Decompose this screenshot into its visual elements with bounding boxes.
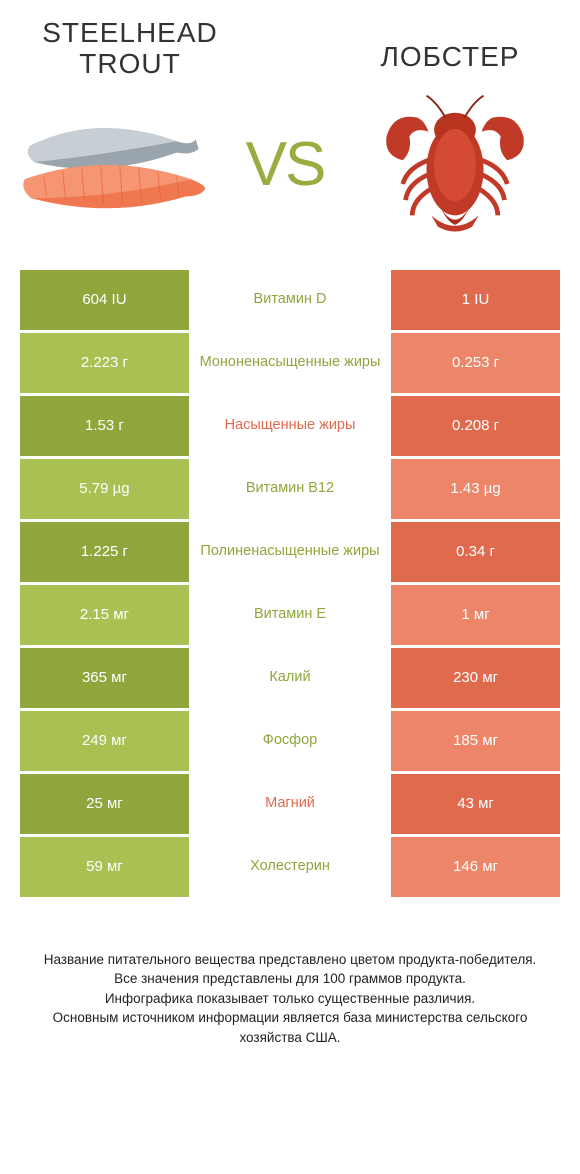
left-value: 5.79 µg	[20, 459, 189, 519]
left-value: 2.223 г	[20, 333, 189, 393]
footer-line: Название питательного вещества представл…	[28, 950, 552, 970]
table-row: 1.53 гНасыщенные жиры0.208 г	[20, 396, 560, 456]
left-value: 604 IU	[20, 270, 189, 330]
left-value: 1.53 г	[20, 396, 189, 456]
trout-image	[20, 90, 210, 240]
nutrient-label: Витамин D	[189, 270, 391, 330]
table-row: 25 мгМагний43 мг	[20, 774, 560, 834]
table-row: 604 IUВитамин D1 IU	[20, 270, 560, 330]
vs-label: VS	[246, 129, 325, 200]
comparison-table: 604 IUВитамин D1 IU2.223 гМононенасыщенн…	[0, 270, 580, 897]
right-value: 0.208 г	[391, 396, 560, 456]
right-food-title: Лобстер	[350, 18, 550, 73]
footer-line: Инфографика показывает только существенн…	[28, 989, 552, 1009]
header: Steelhead trout Лобстер	[0, 0, 580, 80]
right-value: 146 мг	[391, 837, 560, 897]
right-value: 0.34 г	[391, 522, 560, 582]
left-food-title: Steelhead trout	[30, 18, 230, 80]
left-value: 59 мг	[20, 837, 189, 897]
nutrient-label: Холестерин	[189, 837, 391, 897]
right-value: 0.253 г	[391, 333, 560, 393]
left-value: 365 мг	[20, 648, 189, 708]
nutrient-label: Витамин B12	[189, 459, 391, 519]
table-row: 2.223 гМононенасыщенные жиры0.253 г	[20, 333, 560, 393]
left-value: 249 мг	[20, 711, 189, 771]
nutrient-label: Мононенасыщенные жиры	[189, 333, 391, 393]
footer-line: Все значения представлены для 100 граммо…	[28, 969, 552, 989]
right-value: 1 IU	[391, 270, 560, 330]
hero-row: VS	[0, 80, 580, 270]
nutrient-label: Витамин E	[189, 585, 391, 645]
nutrient-label: Калий	[189, 648, 391, 708]
left-value: 1.225 г	[20, 522, 189, 582]
lobster-image	[360, 90, 550, 240]
nutrient-label: Полиненасыщенные жиры	[189, 522, 391, 582]
nutrient-label: Фосфор	[189, 711, 391, 771]
left-value: 2.15 мг	[20, 585, 189, 645]
table-row: 5.79 µgВитамин B121.43 µg	[20, 459, 560, 519]
table-row: 249 мгФосфор185 мг	[20, 711, 560, 771]
right-value: 1 мг	[391, 585, 560, 645]
table-row: 59 мгХолестерин146 мг	[20, 837, 560, 897]
right-value: 230 мг	[391, 648, 560, 708]
footer-line: Основным источником информации является …	[28, 1008, 552, 1047]
right-value: 185 мг	[391, 711, 560, 771]
right-value: 1.43 µg	[391, 459, 560, 519]
table-row: 1.225 гПолиненасыщенные жиры0.34 г	[20, 522, 560, 582]
nutrient-label: Насыщенные жиры	[189, 396, 391, 456]
table-row: 365 мгКалий230 мг	[20, 648, 560, 708]
right-value: 43 мг	[391, 774, 560, 834]
footer-notes: Название питательного вещества представл…	[0, 900, 580, 1048]
left-value: 25 мг	[20, 774, 189, 834]
table-row: 2.15 мгВитамин E1 мг	[20, 585, 560, 645]
nutrient-label: Магний	[189, 774, 391, 834]
